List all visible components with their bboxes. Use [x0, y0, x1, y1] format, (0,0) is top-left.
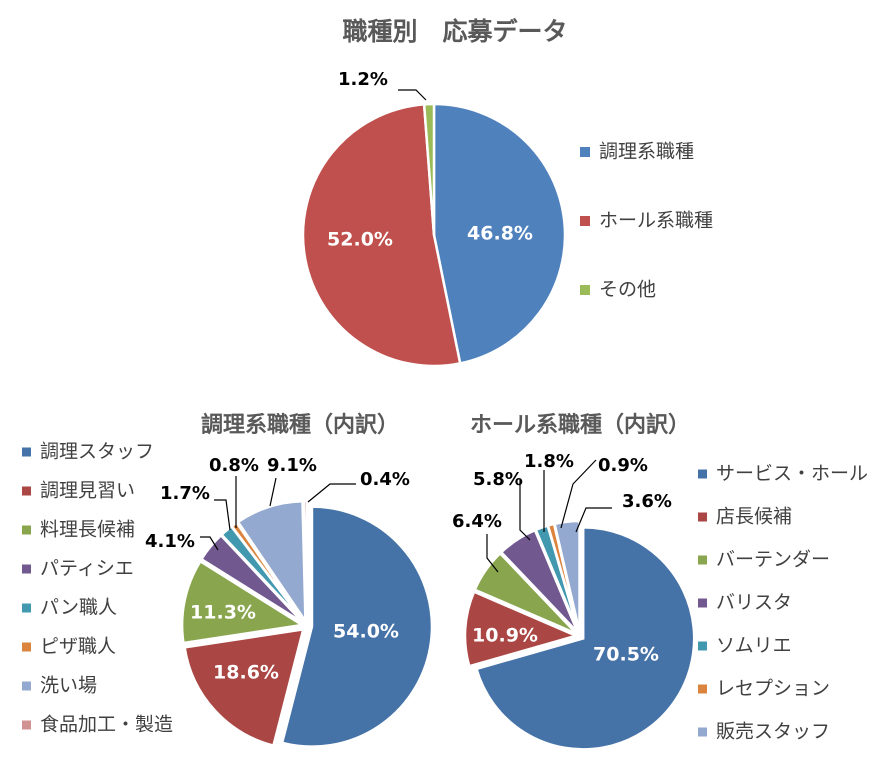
kitchen-legend-swatch-2	[22, 486, 31, 496]
hall-leader-line-7	[575, 507, 612, 533]
kitchen-data-label-6: 0.8%	[209, 455, 259, 476]
kitchen-chart-title: 調理系職種（内訳）	[201, 412, 399, 438]
main-legend-label-2: ホール系職種	[599, 210, 713, 232]
kitchen-legend-label-3: 料理長候補	[40, 519, 135, 541]
kitchen-slice-7	[236, 499, 307, 626]
hall-slice-2	[463, 590, 580, 668]
hall-legend-label-6: レセプション	[716, 678, 830, 700]
kitchen-legend-swatch-8	[22, 720, 31, 730]
hall-data-label-4: 5.8%	[473, 469, 523, 490]
kitchen-legend-swatch-4	[22, 564, 31, 574]
kitchen-leader-line-8	[307, 483, 356, 503]
kitchen-legend-label-8: 食品加工・製造	[40, 714, 173, 736]
hall-legend-label-5: ソムリエ	[716, 635, 792, 657]
main-chart-title: 職種別 応募データ	[342, 17, 567, 46]
kitchen-data-label-3: 11.3%	[190, 602, 256, 624]
main-legend-label-3: その他	[599, 279, 656, 301]
hall-data-label-5: 1.8%	[524, 451, 574, 472]
kitchen-legend-label-2: 調理見習い	[40, 480, 135, 502]
hall-legend-swatch-7	[698, 727, 707, 737]
main-leader-line-3	[398, 89, 427, 101]
main-slice-1	[432, 102, 567, 365]
kitchen-leader-line-7	[269, 477, 277, 507]
kitchen-leader-line-4	[200, 536, 219, 551]
main-data-label-3: 1.2%	[338, 69, 388, 90]
kitchen-legend-swatch-7	[22, 681, 31, 691]
kitchen-legend-label-6: ピザ職人	[40, 636, 116, 658]
hall-legend-label-7: 販売スタッフ	[716, 721, 830, 743]
kitchen-legend-label-5: パン職人	[40, 597, 117, 619]
hall-legend-swatch-3	[698, 555, 707, 565]
hall-legend-swatch-1	[698, 469, 707, 479]
main-legend-label-1: 調理系職種	[599, 141, 694, 163]
hall-legend-label-3: バーテンダー	[716, 549, 830, 571]
main-slice-3	[422, 102, 436, 236]
hall-data-label-3: 6.4%	[452, 511, 502, 532]
kitchen-slice-1	[280, 505, 434, 748]
kitchen-data-label-2: 18.6%	[213, 662, 279, 684]
kitchen-leader-line-5	[214, 499, 231, 531]
hall-data-label-7: 3.6%	[622, 491, 672, 512]
hall-slice-7	[553, 519, 581, 633]
main-legend-swatch-2	[580, 216, 590, 226]
hall-legend-label-1: サービス・ホール	[716, 463, 868, 485]
main-legend-swatch-1	[580, 147, 590, 157]
hall-legend-label-4: バリスタ	[716, 592, 792, 614]
kitchen-data-label-5: 1.7%	[160, 483, 210, 504]
hall-slice-1	[474, 526, 696, 751]
hall-data-label-6: 0.9%	[598, 455, 648, 476]
kitchen-legend-swatch-5	[22, 603, 31, 613]
hall-data-label-2: 10.9%	[472, 625, 538, 647]
kitchen-slice-3	[180, 559, 306, 645]
kitchen-slice-2	[183, 627, 305, 748]
hall-slice-3	[473, 551, 578, 635]
hall-leader-line-6	[560, 459, 597, 529]
main-slice-2	[301, 103, 462, 368]
hall-legend-label-2: 店長候補	[716, 506, 792, 528]
main-data-label-1: 46.8%	[467, 223, 533, 245]
kitchen-slice-8	[302, 499, 309, 622]
hall-legend-swatch-5	[698, 641, 707, 651]
kitchen-data-label-8: 0.4%	[360, 469, 410, 490]
hall-leader-line-4	[519, 480, 531, 541]
hall-legend-swatch-2	[698, 512, 707, 522]
kitchen-legend-label-1: 調理スタッフ	[40, 441, 154, 463]
kitchen-legend-swatch-1	[22, 447, 31, 457]
hall-chart-title: ホール系職種（内訳）	[470, 412, 690, 438]
hall-legend-swatch-4	[698, 598, 707, 608]
kitchen-data-label-1: 54.0%	[333, 621, 399, 643]
hall-pie-chart: 70.5% 10.9% 6.4% 5.8%1.8% 0.9% 3.6% サービス・ホール店長…	[452, 451, 868, 751]
kitchen-legend-label-4: パティシエ	[40, 558, 134, 580]
hall-legend-swatch-6	[698, 684, 707, 694]
main-data-label-2: 52.0%	[327, 229, 393, 251]
kitchen-legend-swatch-3	[22, 525, 31, 535]
kitchen-data-label-4: 4.1%	[145, 531, 195, 552]
hall-leader-line-3	[486, 534, 499, 573]
kitchen-legend-swatch-6	[22, 642, 31, 652]
hall-data-label-1: 70.5%	[593, 644, 659, 666]
kitchen-data-label-7: 9.1%	[267, 455, 317, 476]
kitchen-legend-label-7: 洗い場	[40, 675, 97, 697]
main-legend-swatch-3	[580, 285, 590, 295]
kitchen-slice-6	[229, 520, 306, 623]
kitchen-pie-chart: 54.0% 18.6% 11.3% 4.1% 1.7% 0.8% 9.1% 0.4% 調理スタッ…	[22, 441, 434, 748]
